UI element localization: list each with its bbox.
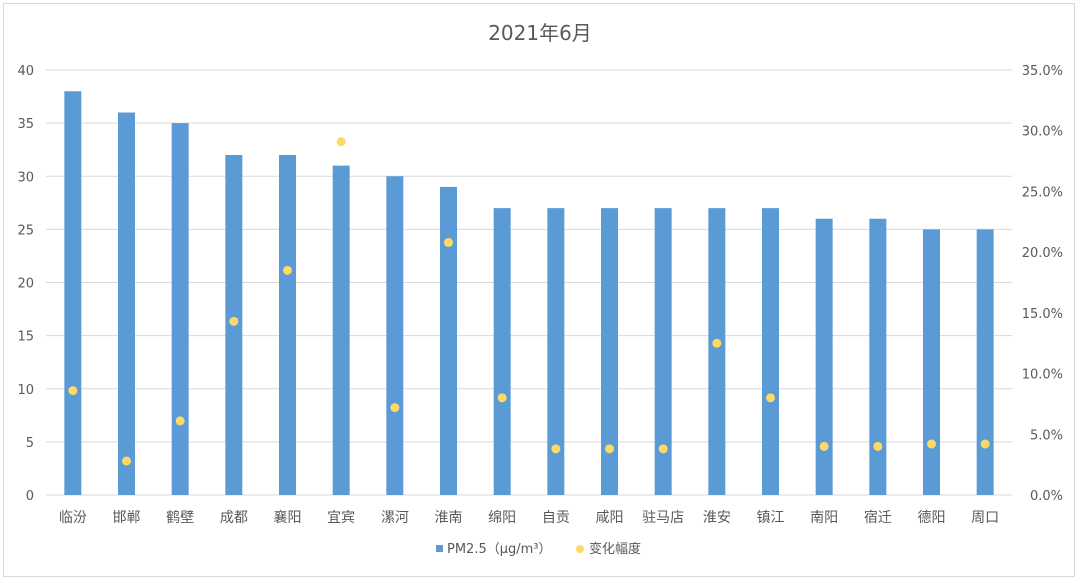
bar <box>762 208 779 495</box>
left-tick-label: 15 <box>17 330 34 345</box>
bar <box>976 229 994 495</box>
bar <box>493 208 511 495</box>
legend-label-change: 变化幅度 <box>589 541 641 557</box>
scatter-point <box>283 265 292 275</box>
scatter-point <box>122 456 131 466</box>
scatter-point <box>819 441 829 451</box>
legend-swatch-pm25 <box>436 545 443 552</box>
right-axis-ticks: 0.0% 5.0% 10.0% 15.0% 20.0% 25.0% 30.0% 35.0% <box>1022 64 1063 504</box>
category-label: 淮安 <box>703 510 731 526</box>
bar <box>118 112 135 495</box>
scatter-point <box>873 441 883 451</box>
category-label: 淮南 <box>435 510 463 526</box>
right-tick-label: 0.0% <box>1030 489 1063 504</box>
chart-title: 2021年6月 <box>488 21 592 45</box>
left-tick-label: 10 <box>17 383 34 398</box>
right-tick-label: 20.0% <box>1022 246 1063 261</box>
category-label: 咸阳 <box>596 510 624 526</box>
scatter-point <box>497 393 507 403</box>
legend: PM2.5（μg/m³） 变化幅度 <box>436 541 641 557</box>
left-tick-label: 35 <box>17 117 34 132</box>
category-label: 德阳 <box>918 510 946 526</box>
category-label: 南阳 <box>810 510 838 526</box>
category-label: 宜宾 <box>327 510 355 526</box>
scatter-point <box>175 416 185 426</box>
category-label: 漯河 <box>381 510 409 526</box>
category-labels: 临汾 邯郸 鹤壁 成都 襄阳 宜宾 漯河 淮南 绵阳 自贡 咸阳 驻马店 淮安 镇江 南阳 宿迁 德阳 周口 <box>59 509 999 526</box>
category-label: 邯郸 <box>113 510 141 526</box>
left-tick-label: 25 <box>17 223 34 238</box>
bar <box>869 218 887 495</box>
left-tick-label: 5 <box>26 436 34 451</box>
right-tick-label: 35.0% <box>1022 64 1063 79</box>
right-tick-label: 10.0% <box>1022 368 1063 383</box>
bar <box>923 229 940 495</box>
bar <box>332 165 350 495</box>
bar <box>547 208 565 495</box>
category-label: 成都 <box>220 510 248 526</box>
bar <box>654 208 672 495</box>
category-label: 周口 <box>971 510 999 526</box>
right-tick-label: 15.0% <box>1022 307 1063 322</box>
category-label: 宿迁 <box>864 509 892 526</box>
right-tick-label: 30.0% <box>1022 125 1063 140</box>
category-label: 驻马店 <box>642 510 684 526</box>
scatter-point <box>712 338 722 348</box>
right-tick-label: 25.0% <box>1022 185 1063 200</box>
left-tick-label: 30 <box>17 170 34 185</box>
scatter-series <box>68 137 990 466</box>
gridlines <box>46 69 1012 496</box>
bar <box>171 123 189 495</box>
scatter-point <box>68 386 78 396</box>
bar <box>815 218 833 495</box>
scatter-point <box>927 439 936 449</box>
scatter-point <box>390 403 400 413</box>
scatter-point <box>980 439 990 449</box>
scatter-point <box>444 237 453 247</box>
legend-label-pm25: PM2.5（μg/m³） <box>447 542 552 557</box>
scatter-point <box>658 444 668 454</box>
scatter-point <box>229 316 239 326</box>
left-tick-label: 0 <box>26 489 34 504</box>
bar <box>440 186 457 495</box>
category-label: 鹤壁 <box>166 510 194 526</box>
left-tick-label: 40 <box>17 64 34 79</box>
category-label: 绵阳 <box>488 509 516 526</box>
scatter-point <box>605 444 614 454</box>
bar <box>708 208 726 495</box>
bar <box>64 91 82 495</box>
bar <box>601 208 618 495</box>
category-label: 自贡 <box>542 510 570 526</box>
scatter-point <box>336 137 346 147</box>
legend-swatch-change <box>576 545 584 553</box>
scatter-point <box>551 444 561 454</box>
category-label: 襄阳 <box>274 510 302 526</box>
left-tick-label: 20 <box>17 277 34 292</box>
scatter-point <box>766 393 775 403</box>
category-label: 临汾 <box>59 510 87 526</box>
bar-series <box>64 91 994 495</box>
bar <box>279 155 296 495</box>
bar <box>386 176 404 495</box>
category-label: 镇江 <box>757 510 785 526</box>
left-axis-ticks: 0 5 10 15 20 25 30 35 40 <box>17 64 34 504</box>
right-tick-label: 5.0% <box>1030 428 1063 443</box>
